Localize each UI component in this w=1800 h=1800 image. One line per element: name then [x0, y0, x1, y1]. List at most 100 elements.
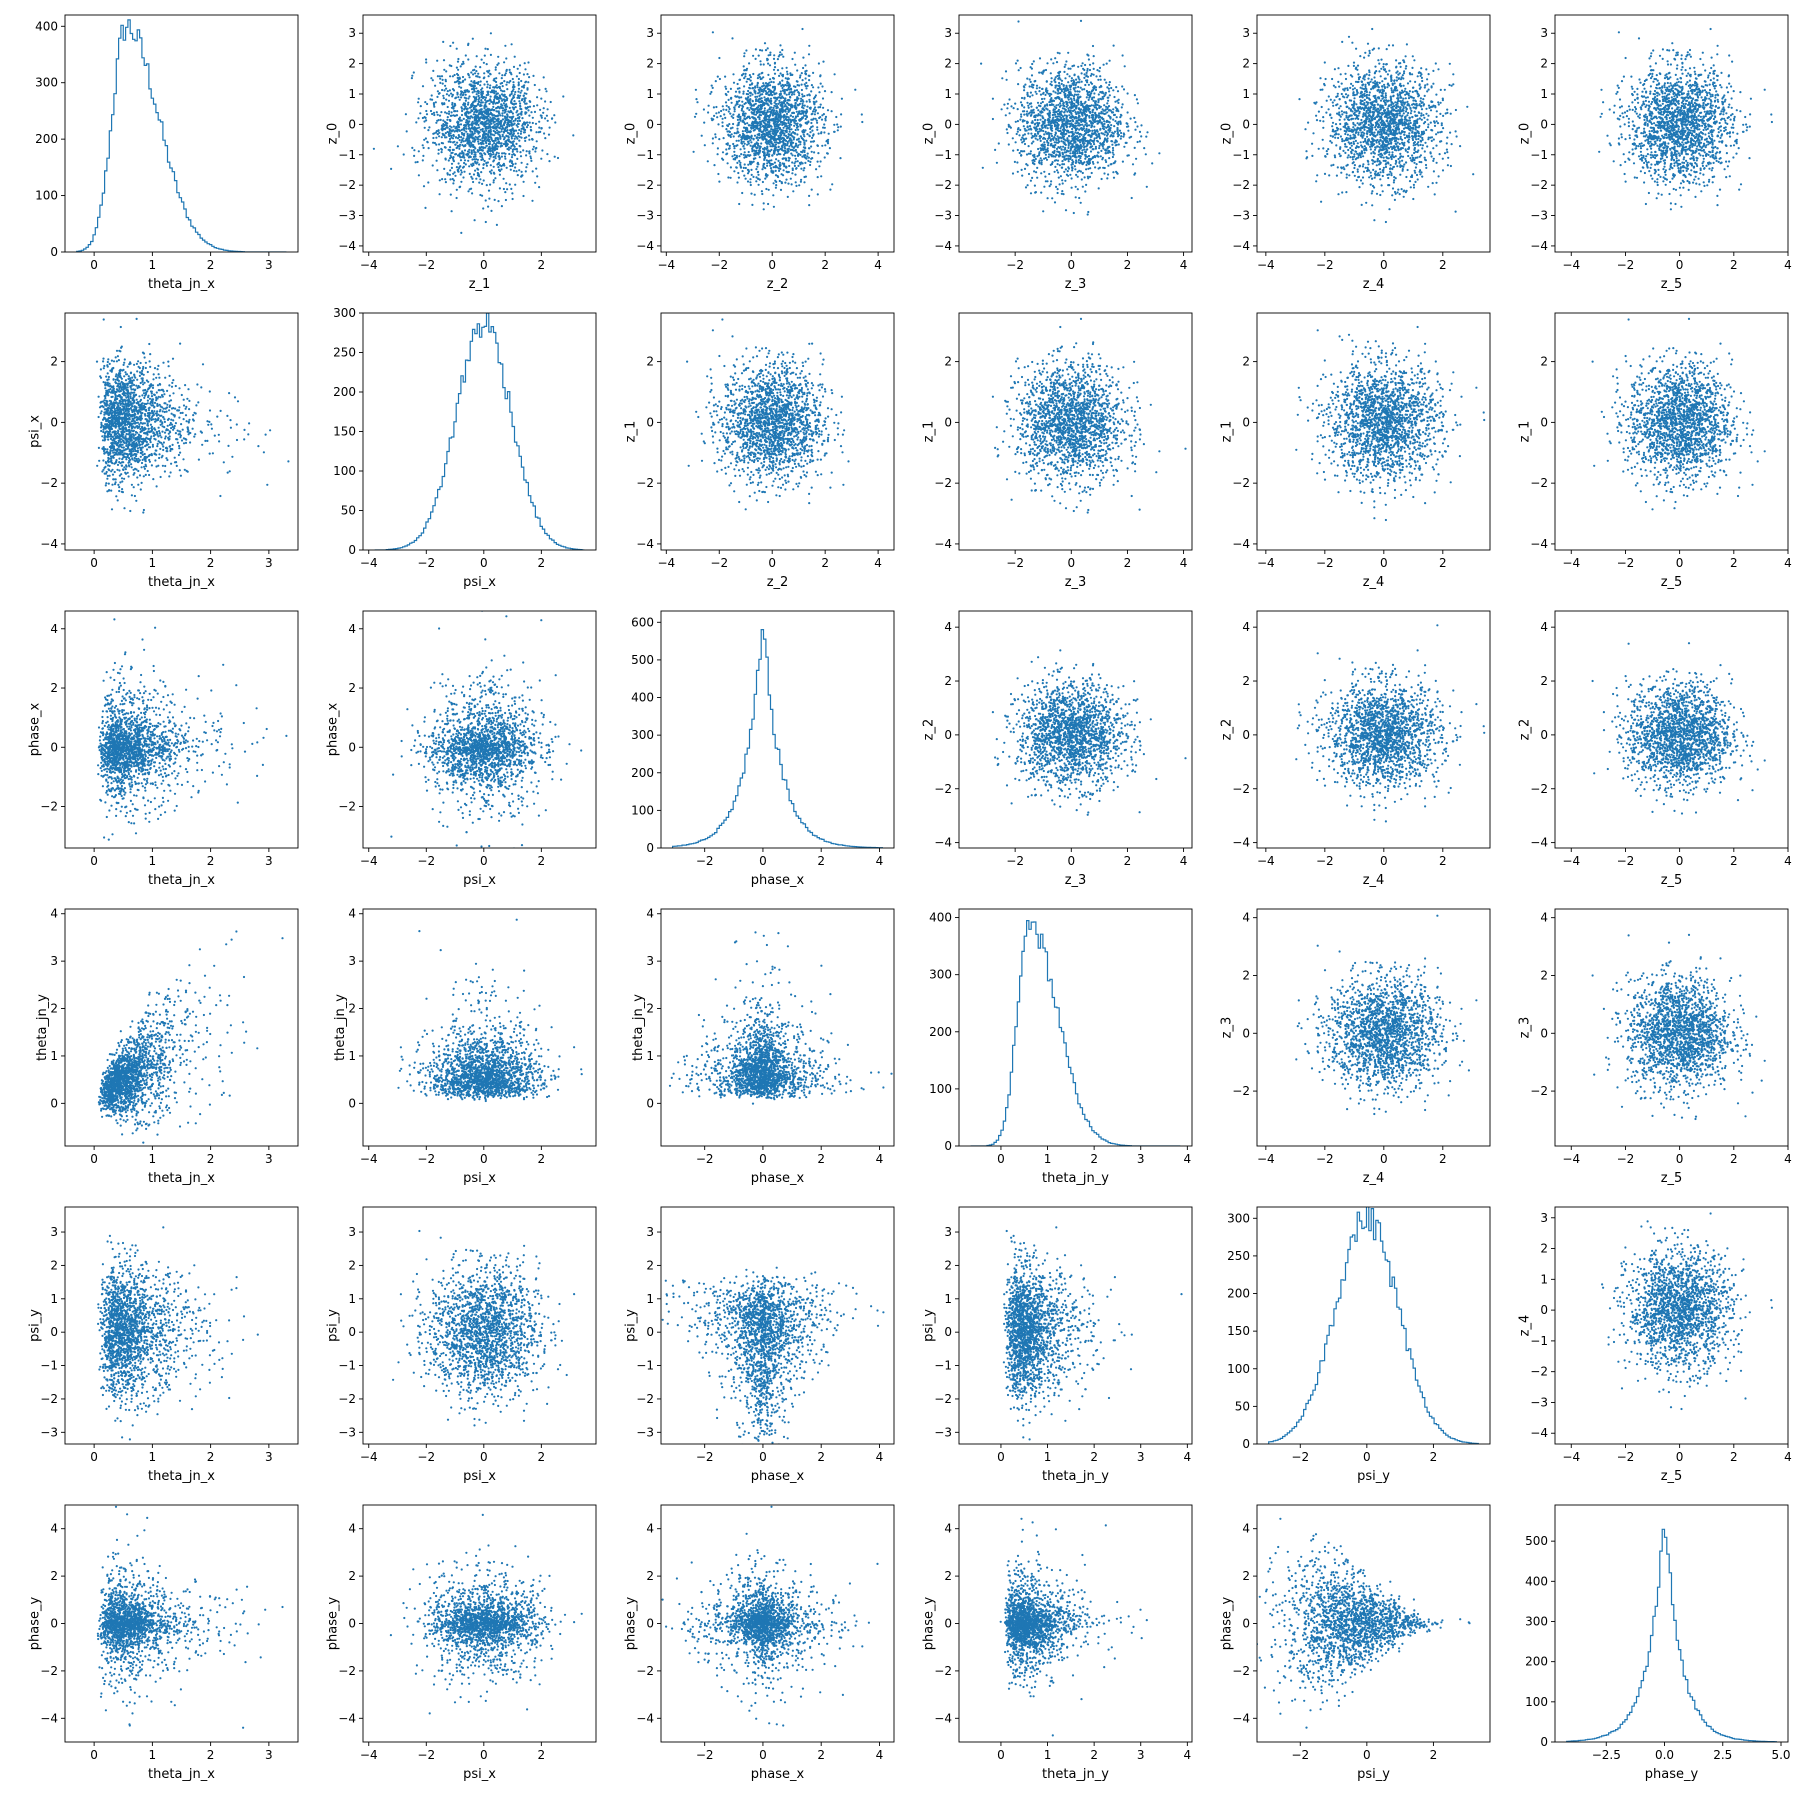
scatter-point	[1060, 90, 1063, 93]
scatter-point	[487, 90, 490, 93]
scatter-point	[1073, 74, 1076, 77]
scatter-point	[506, 147, 509, 151]
scatter-point	[477, 103, 480, 106]
scatter-point	[448, 173, 451, 176]
scatter-point	[756, 161, 760, 164]
scatter-point	[1107, 99, 1110, 102]
scatter-point	[1074, 122, 1077, 125]
scatter-point	[447, 112, 451, 115]
scatter-point	[727, 130, 731, 133]
scatter-point	[473, 139, 476, 142]
scatter-point	[542, 111, 545, 114]
scatter-point	[456, 93, 459, 96]
scatter-point	[540, 116, 543, 119]
scatter-point	[791, 154, 794, 157]
scatter-point	[1077, 101, 1080, 104]
scatter-point	[820, 132, 823, 135]
scatter-point	[473, 158, 476, 161]
scatter-point	[526, 163, 529, 166]
scatter-point	[1092, 96, 1096, 99]
scatter-point	[783, 132, 786, 135]
scatter-point	[501, 81, 504, 85]
scatter-point	[1060, 140, 1063, 143]
scatter-point	[438, 131, 441, 134]
scatter-point	[794, 128, 797, 132]
scatter-point	[1056, 169, 1059, 172]
scatter-point	[480, 149, 483, 152]
scatter-point	[794, 181, 797, 184]
scatter-point	[423, 126, 426, 129]
scatter-point	[1009, 126, 1013, 129]
scatter-point	[1050, 80, 1053, 83]
scatter-point	[1102, 143, 1105, 146]
scatter-point	[541, 149, 544, 152]
scatter-point	[458, 139, 461, 142]
scatter-point	[1097, 187, 1100, 190]
scatter-point	[800, 97, 803, 100]
scatter-point	[488, 170, 492, 173]
scatter-point	[759, 60, 762, 63]
scatter-point	[777, 153, 781, 156]
scatter-point	[1036, 138, 1039, 141]
scatter-point	[799, 125, 802, 128]
scatter-point	[427, 181, 430, 184]
scatter-point	[830, 91, 833, 94]
scatter-point	[743, 114, 746, 118]
scatter-point	[475, 70, 478, 73]
scatter-point	[1021, 141, 1024, 144]
scatter-point	[991, 117, 995, 121]
scatter-point	[1085, 71, 1088, 74]
scatter-point	[452, 125, 455, 128]
scatter-point	[1064, 209, 1068, 212]
scatter-point	[1105, 81, 1108, 84]
scatter-point	[452, 172, 455, 175]
scatter-point	[498, 122, 501, 125]
scatter-point	[485, 139, 489, 142]
scatter-point	[451, 93, 454, 96]
scatter-point	[452, 182, 455, 185]
scatter-point	[1004, 70, 1008, 73]
scatter-point	[509, 109, 512, 112]
scatter-point	[1078, 196, 1081, 200]
scatter-point	[827, 132, 830, 135]
scatter-point	[497, 86, 500, 89]
scatter-point	[780, 84, 783, 87]
scatter-point	[1008, 98, 1011, 101]
scatter-point	[761, 104, 764, 108]
scatter-point	[432, 102, 435, 105]
scatter-point	[1087, 109, 1090, 112]
scatter-point	[1044, 93, 1047, 96]
scatter-point	[816, 193, 819, 196]
scatter-point	[771, 137, 775, 140]
scatter-point	[489, 84, 492, 87]
scatter-point	[438, 179, 441, 182]
scatter-point	[774, 165, 777, 168]
scatter-point	[768, 124, 771, 128]
scatter-point	[483, 139, 486, 142]
scatter-point	[460, 152, 463, 155]
scatter-point	[445, 87, 448, 90]
scatter-point	[833, 123, 836, 126]
scatter-point	[736, 87, 740, 90]
scatter-point	[809, 131, 812, 134]
scatter-point	[556, 156, 560, 160]
scatter-point	[517, 83, 520, 86]
scatter-point	[762, 76, 765, 79]
scatter-point	[776, 174, 779, 178]
scatter-point	[742, 65, 745, 68]
scatter-point	[485, 113, 489, 116]
scatter-point	[437, 92, 440, 95]
scatter-point	[1098, 144, 1101, 147]
scatter-point	[512, 169, 516, 172]
scatter-point	[752, 175, 755, 178]
scatter-point	[1028, 95, 1032, 98]
scatter-point	[764, 129, 767, 132]
scatter-point	[1053, 170, 1056, 173]
scatter-point	[1069, 152, 1072, 155]
scatter-point	[796, 96, 799, 99]
scatter-point	[1067, 107, 1070, 110]
scatter-point	[771, 145, 774, 148]
scatter-point	[525, 166, 528, 169]
scatter-point	[516, 174, 519, 177]
scatter-point	[769, 113, 772, 116]
